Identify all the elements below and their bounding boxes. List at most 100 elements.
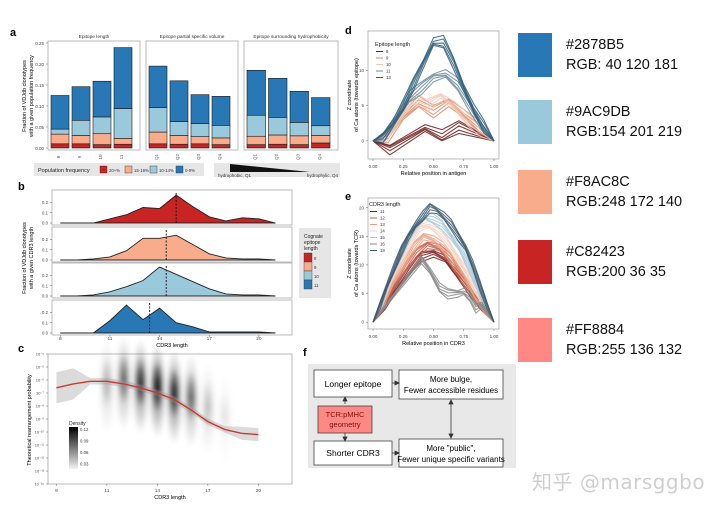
bar-segment-10-14% <box>289 122 309 137</box>
x-tick-label: 9 <box>77 155 82 158</box>
bar-segment-10-14% <box>246 114 266 137</box>
x-tick-label: 0.75 <box>459 164 468 169</box>
y-tick-label: 0.00 <box>35 146 44 151</box>
color-swatch-pink <box>518 318 552 362</box>
color-swatch-lightblue <box>518 100 552 144</box>
box-more-public <box>398 438 504 468</box>
legend-entry-label: 14 <box>380 229 385 234</box>
panel-a-stacked-bars: Fraction of VDJdb clonotypeswith a given… <box>22 34 340 178</box>
x-tick-label: 8 <box>56 155 61 158</box>
bar-segment-15-19% <box>246 135 266 145</box>
x-axis-label: CDR3 length <box>156 343 188 349</box>
legend-background <box>34 163 204 176</box>
y-tick-label: 0.0 <box>42 258 49 263</box>
y-tick-label: 0.2 <box>42 273 49 278</box>
bar-segment-0-9% <box>113 47 133 109</box>
bar-segment-15-19% <box>71 135 91 145</box>
panel-label-b: b <box>18 181 25 193</box>
bar-segment-10-14% <box>211 125 231 139</box>
x-tick-label: 0.00 <box>369 164 378 169</box>
y-axis-label-line: Fraction of VDJdb clonotypes <box>22 222 28 294</box>
box-longer-epitope <box>313 369 393 398</box>
bar-segment-0-9% <box>190 94 210 124</box>
density-legend-tick: 0.03 <box>80 462 89 467</box>
legend-entry-label: 0-9% <box>185 168 195 173</box>
x-tick-label: Q2 <box>274 154 279 161</box>
y-tick-label: 0.2 <box>42 200 49 205</box>
y-tick-label: 10⁻⁵ <box>36 365 45 370</box>
swatch-hex: #2878B5 <box>566 37 625 53</box>
legend-swatch-0-9% <box>175 165 184 174</box>
structure-line-18 <box>372 209 495 323</box>
bar-segment-0-9% <box>246 70 266 116</box>
y-tick-label: 10 <box>359 68 365 73</box>
x-tick-label: 17 <box>207 336 213 342</box>
legend-swatch-10-14% <box>149 165 158 174</box>
bar-segment-15-19% <box>50 133 70 145</box>
ridge-area-11 <box>60 304 276 334</box>
x-tick-label: 0.25 <box>399 334 408 339</box>
panel-e-line-plot: Z coordinateof Ca atoms (towards TCR) 0 5 1… <box>347 197 500 347</box>
arrowhead <box>448 399 454 405</box>
x-axis-label: Relative position in antigen <box>401 171 467 177</box>
y-axis-label-line: with a given CDR3 length <box>29 227 35 290</box>
bar-segment-15-19% <box>268 134 288 145</box>
y-tick-label: 0.1 <box>42 247 49 252</box>
bar-segment-0-9% <box>311 97 331 127</box>
legend-title: CDR3 length <box>369 202 401 208</box>
x-tick-label: 11 <box>119 154 124 159</box>
y-tick-label: 0.1 <box>42 210 49 215</box>
structure-line-16 <box>372 255 495 323</box>
box-shorter-cdr3 <box>313 440 393 466</box>
structure-line-11 <box>372 72 495 142</box>
legend-entry-label: 20+% <box>109 168 120 173</box>
x-tick-label: 0.50 <box>429 164 438 169</box>
x-tick-label: 11 <box>107 336 112 342</box>
y-tick-label: 10⁻⁸ <box>36 404 45 409</box>
legend-entry-label: 11 <box>386 69 391 74</box>
y-tick-label: 10⁻¹⁴ <box>34 482 44 487</box>
panel-c-density-plot: Theoretical rearrangement probability10⁻… <box>27 334 293 501</box>
gradient-label-left: hydrophobic, Q1 <box>218 173 252 178</box>
x-axis-label: CDR3 length <box>154 495 186 501</box>
y-axis-label: Z coordinateof Ca atoms (towards TCR) <box>347 230 360 297</box>
y-axis-label-line: Z coordinate <box>347 248 353 279</box>
box-longer-epitope-label: Longer epitope <box>325 379 382 389</box>
y-tick-label: 0 <box>361 320 364 325</box>
legend-entry-label: 10 <box>314 274 319 279</box>
structure-line-13 <box>372 233 495 323</box>
legend-entry-label: 15 <box>380 235 385 240</box>
legend-entry-label: 9 <box>386 56 389 61</box>
bar-segment-20+% <box>289 144 309 149</box>
facet-title: Epitope partial specific volume <box>160 34 225 40</box>
box-tcr-pmhc-line2: geometry <box>329 420 361 429</box>
x-tick-label: 20 <box>256 488 262 494</box>
y-axis-label: Z coordinateof Ca atoms (towards epitope… <box>347 58 360 132</box>
x-axis-label: Relative position in CDR3 <box>402 341 465 347</box>
arrowhead <box>394 380 400 386</box>
x-tick-label: 8 <box>59 336 62 342</box>
y-axis-label: Theoretical rearrangement probability <box>27 374 33 466</box>
bar-segment-15-19% <box>190 136 210 145</box>
x-tick-label: 14 <box>157 336 163 342</box>
y-tick-label: 5 <box>361 291 364 296</box>
x-tick-label: 14 <box>155 488 161 494</box>
y-axis-label: Fraction of VDJdb clonotypeswith a given… <box>22 55 35 138</box>
x-tick-label: Q1 <box>154 154 159 161</box>
box-more-bulge-line2: Fewer accessible residues <box>404 386 498 395</box>
bar-segment-10-14% <box>71 119 91 136</box>
panel-d-line-plot: Z coordinateof Ca atoms (towards epitope… <box>347 30 500 177</box>
legend-entry-label: 10 <box>386 62 391 67</box>
y-tick-label: 15 <box>359 234 365 239</box>
gradient-label-right: hydrophylic, Q4 <box>307 173 339 178</box>
bar-segment-20+% <box>190 143 210 149</box>
swatch-row: #9AC9DB RGB:154 201 219 <box>518 100 682 144</box>
bar-segment-20+% <box>246 144 266 149</box>
box-tcr-pmhc-line1: TCR:pMHC <box>326 410 365 419</box>
hydrophobicity-gradient-wedge <box>230 164 310 172</box>
structure-line-10 <box>372 101 495 143</box>
bar-segment-0-9% <box>92 80 112 118</box>
legend-entry-label: 18 <box>380 248 385 253</box>
bar-segment-20+% <box>169 143 189 149</box>
